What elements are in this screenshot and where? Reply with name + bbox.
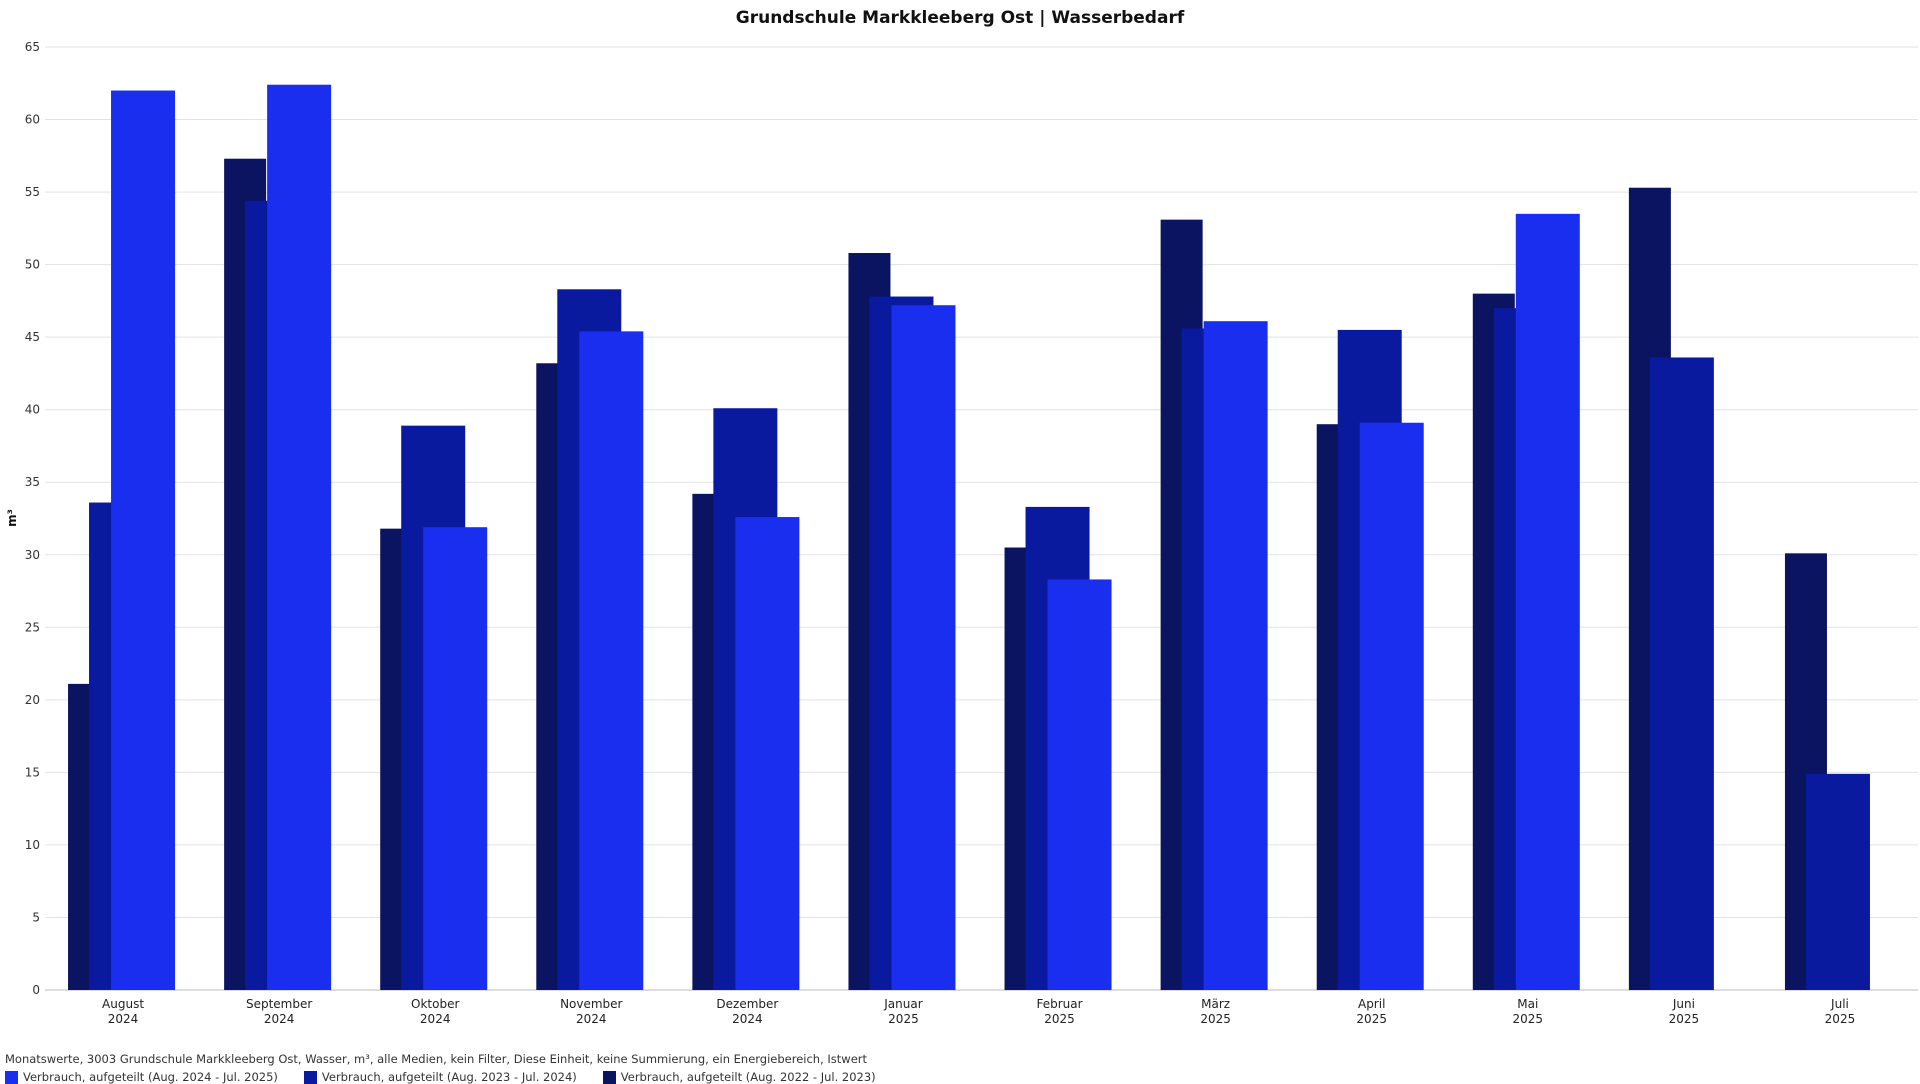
bar[interactable] bbox=[1515, 213, 1580, 991]
x-tick-label-month: Oktober bbox=[411, 997, 459, 1011]
bar[interactable] bbox=[891, 305, 956, 990]
legend-item[interactable]: Verbrauch, aufgeteilt (Aug. 2023 - Jul. … bbox=[303, 1070, 577, 1084]
y-tick-label: 60 bbox=[25, 113, 40, 127]
y-tick-label: 30 bbox=[25, 548, 40, 562]
y-tick-label: 5 bbox=[32, 910, 40, 924]
y-tick-label: 15 bbox=[25, 765, 40, 779]
y-axis-ticks: 0 5 10 15 20 25 30 35 40 45 50 55 60 65 bbox=[25, 40, 40, 997]
x-tick-label-month: August bbox=[102, 997, 144, 1011]
y-tick-label: 40 bbox=[25, 403, 40, 417]
legend: Verbrauch, aufgeteilt (Aug. 2024 - Jul. … bbox=[5, 1070, 876, 1084]
legend-swatch bbox=[303, 1070, 317, 1084]
bar[interactable] bbox=[1649, 357, 1714, 991]
legend-label: Verbrauch, aufgeteilt (Aug. 2024 - Jul. … bbox=[23, 1070, 278, 1084]
bar[interactable] bbox=[111, 90, 176, 991]
x-tick-label-month: Januar bbox=[883, 997, 922, 1011]
legend-item[interactable]: Verbrauch, aufgeteilt (Aug. 2024 - Jul. … bbox=[5, 1070, 278, 1084]
bar[interactable] bbox=[1359, 422, 1424, 990]
x-tick-label-month: September bbox=[246, 997, 312, 1011]
y-tick-label: 55 bbox=[25, 185, 40, 199]
x-tick-label-year: 2024 bbox=[732, 1012, 763, 1026]
x-tick-label-year: 2025 bbox=[888, 1012, 919, 1026]
legend-swatch bbox=[602, 1070, 616, 1084]
bar[interactable] bbox=[1047, 579, 1112, 990]
x-axis-labels: August2024September2024Oktober2024Novemb… bbox=[102, 997, 1855, 1026]
legend-label: Verbrauch, aufgeteilt (Aug. 2022 - Jul. … bbox=[620, 1070, 876, 1084]
bar[interactable] bbox=[579, 331, 644, 990]
x-tick-label-month: Februar bbox=[1037, 997, 1083, 1011]
bars bbox=[68, 84, 1870, 991]
y-axis-label: m³ bbox=[5, 509, 19, 527]
legend-label: Verbrauch, aufgeteilt (Aug. 2023 - Jul. … bbox=[321, 1070, 577, 1084]
x-tick-label-year: 2025 bbox=[1356, 1012, 1387, 1026]
x-tick-label-year: 2025 bbox=[1825, 1012, 1856, 1026]
gridlines bbox=[45, 46, 1918, 991]
y-tick-label: 25 bbox=[25, 620, 40, 634]
x-tick-label-year: 2024 bbox=[576, 1012, 607, 1026]
x-tick-label-year: 2025 bbox=[1200, 1012, 1231, 1026]
y-tick-label: 50 bbox=[25, 258, 40, 272]
bar[interactable] bbox=[267, 84, 332, 991]
x-tick-label-year: 2025 bbox=[1044, 1012, 1075, 1026]
y-tick-label: 65 bbox=[25, 40, 40, 54]
legend-item[interactable]: Verbrauch, aufgeteilt (Aug. 2022 - Jul. … bbox=[602, 1070, 876, 1084]
x-tick-label-month: November bbox=[560, 997, 622, 1011]
x-tick-label-year: 2024 bbox=[108, 1012, 139, 1026]
bar[interactable] bbox=[423, 527, 488, 990]
x-tick-label-month: Juli bbox=[1830, 997, 1849, 1011]
x-tick-label-month: April bbox=[1358, 997, 1385, 1011]
x-tick-label-month: Juni bbox=[1672, 997, 1695, 1011]
y-tick-label: 20 bbox=[25, 693, 40, 707]
x-tick-label-year: 2024 bbox=[420, 1012, 451, 1026]
bar[interactable] bbox=[1203, 321, 1268, 990]
legend-swatch bbox=[5, 1070, 18, 1084]
chart-subtitle: Monatswerte, 3003 Grundschule Markkleebe… bbox=[5, 1052, 868, 1066]
x-tick-label-year: 2025 bbox=[1669, 1012, 1700, 1026]
x-tick-label-year: 2024 bbox=[264, 1012, 295, 1026]
x-tick-label-month: Dezember bbox=[716, 997, 778, 1011]
y-tick-label: 10 bbox=[25, 838, 40, 852]
y-tick-label: 35 bbox=[25, 475, 40, 489]
bar[interactable] bbox=[735, 517, 800, 990]
chart-title: Grundschule Markkleeberg Ost | Wasserbed… bbox=[735, 8, 1185, 28]
x-tick-label-month: Mai bbox=[1517, 997, 1538, 1011]
y-tick-label: 45 bbox=[25, 330, 40, 344]
bar[interactable] bbox=[1805, 773, 1870, 990]
x-tick-label-month: März bbox=[1201, 997, 1230, 1011]
y-tick-label: 0 bbox=[32, 983, 40, 997]
x-tick-label-year: 2025 bbox=[1513, 1012, 1544, 1026]
